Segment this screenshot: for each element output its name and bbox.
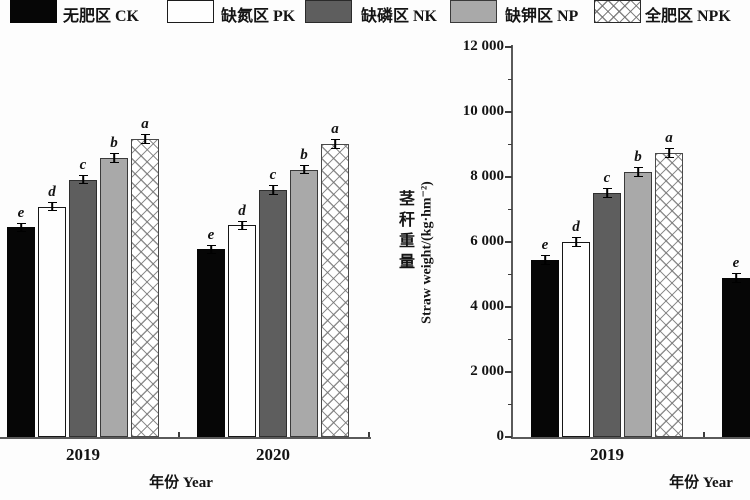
x-category-2019-panel1: 2019 [590, 445, 624, 464]
y-tick-label-2000: 2 000 [470, 363, 504, 379]
bar-np-2019 [624, 172, 652, 437]
legend-swatch-pk [167, 0, 214, 23]
sig-letter-ck-2020: e [732, 254, 740, 271]
bar-np-2019 [100, 157, 128, 437]
bar-pk-2019 [38, 206, 66, 437]
y-tick-major [505, 241, 512, 243]
error-bar-ck-2019 [540, 255, 550, 265]
y-tick-minor [508, 338, 512, 341]
right-x-axis-title: 年份 Year [669, 475, 733, 491]
y-tick-label-0: 0 [496, 428, 505, 444]
sig-letter-nk-2019: c [79, 156, 87, 173]
sig-letter-np-2019: b [634, 149, 642, 166]
bar-np-2020 [290, 169, 318, 437]
error-bar-ck-2020 [731, 272, 741, 283]
error-bar-nk-2019 [78, 174, 88, 185]
x-category-2019-panel0: 2019 [66, 445, 100, 464]
bar-ck-2019 [531, 259, 559, 437]
sig-letter-pk-2019: d [48, 183, 56, 200]
bar-pk-2020 [228, 225, 256, 437]
sig-letter-np-2019: b [110, 134, 118, 151]
y-tick-major [505, 306, 512, 308]
bar-npk-2019 [655, 152, 683, 437]
error-bar-ck-2020 [206, 244, 216, 255]
bar-nk-2019 [69, 179, 97, 437]
sig-letter-nk-2019: c [603, 170, 611, 187]
sig-letter-ck-2019: e [541, 237, 549, 253]
y-tick-minor [508, 403, 512, 406]
error-bar-np-2020 [299, 164, 309, 175]
sig-letter-ck-2019: e [17, 204, 25, 221]
y-tick-label-6000: 6 000 [470, 233, 504, 249]
left-x-axis-title: 年份 Year [149, 475, 213, 491]
x-tick [178, 432, 180, 437]
legend-label-pk: 缺氮区 PK [221, 8, 296, 25]
y-tick-minor [508, 208, 512, 211]
error-bar-npk-2019 [664, 147, 674, 158]
sig-letter-npk-2019: a [665, 129, 673, 146]
legend-label-npk: 全肥区 NPK [645, 8, 731, 25]
y-tick-label-4000: 4 000 [470, 298, 504, 314]
error-bar-npk-2020 [330, 138, 340, 149]
legend-label-nk: 缺磷区 NK [361, 8, 438, 25]
error-bar-nk-2020 [268, 184, 278, 195]
y-tick-minor [508, 78, 512, 81]
right-y-axis-title-chinese: 茎秆重量 [396, 190, 413, 274]
y-tick-major [505, 46, 512, 48]
sig-letter-npk-2020: a [331, 120, 339, 137]
legend-swatch-ck [10, 0, 57, 23]
bar-ck-2019 [7, 227, 35, 437]
bar-npk-2020 [321, 143, 349, 437]
y-tick-minor [508, 143, 512, 146]
legend-swatch-nk [305, 0, 352, 23]
sig-letter-pk-2020: d [238, 202, 246, 219]
legend-swatch-np [450, 0, 497, 23]
error-bar-ck-2019 [16, 222, 26, 233]
y-tick-label-10000: 10 000 [462, 103, 504, 119]
sig-letter-np-2020: b [300, 146, 308, 163]
y-tick-major [505, 176, 512, 178]
bar-nk-2019 [593, 193, 621, 437]
y-tick-major [505, 436, 512, 438]
error-bar-pk-2019 [571, 237, 581, 247]
y-tick-major [505, 111, 512, 113]
sig-letter-pk-2019: d [572, 219, 580, 236]
sig-letter-npk-2019: a [141, 115, 149, 132]
error-bar-pk-2019 [47, 201, 57, 212]
right-x-axis [511, 437, 750, 439]
y-tick-minor [508, 273, 512, 276]
error-bar-nk-2019 [602, 188, 612, 199]
y-tick-label-8000: 8 000 [470, 168, 504, 184]
y-tick-major [505, 371, 512, 373]
error-bar-np-2019 [633, 167, 643, 177]
error-bar-np-2019 [109, 152, 119, 163]
bar-npk-2019 [131, 138, 159, 437]
error-bar-npk-2019 [140, 133, 150, 144]
bar-pk-2019 [562, 242, 590, 437]
error-bar-pk-2020 [237, 220, 247, 231]
bar-nk-2020 [259, 189, 287, 437]
bar-ck-2020 [197, 249, 225, 437]
legend-label-ck: 无肥区 CK [63, 8, 140, 25]
x-tick [368, 432, 370, 437]
right-y-axis-title-english: Straw weight/(kg·hm⁻²) [419, 181, 435, 324]
legend-swatch-npk [594, 0, 641, 23]
legend-label-np: 缺钾区 NP [505, 8, 579, 25]
y-tick-label-12000: 12 000 [462, 38, 504, 54]
bar-ck-2020 [722, 277, 750, 437]
sig-letter-nk-2020: c [269, 166, 277, 183]
x-tick [703, 432, 705, 437]
sig-letter-ck-2020: e [207, 226, 215, 243]
x-category-2020-panel0: 2020 [256, 445, 290, 464]
left-x-axis [0, 437, 371, 439]
